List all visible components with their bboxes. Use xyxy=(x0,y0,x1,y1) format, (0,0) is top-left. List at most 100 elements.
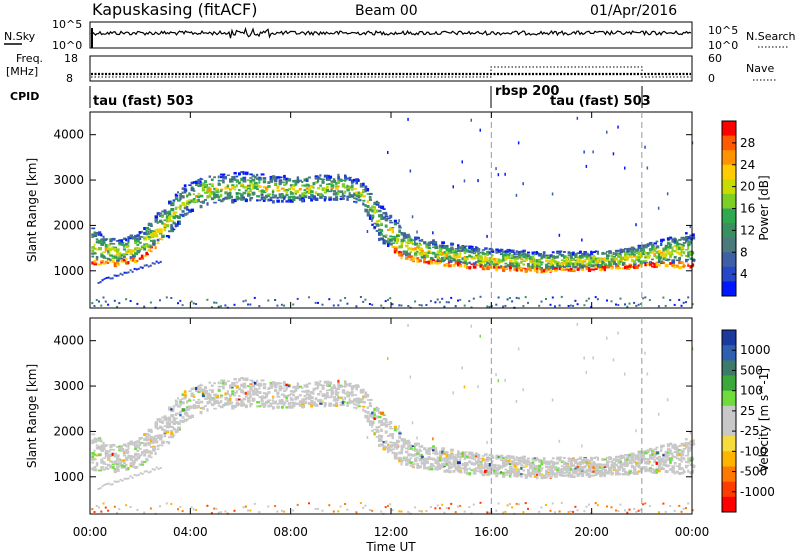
power-cell xyxy=(308,195,312,200)
velocity-cell xyxy=(258,405,262,408)
velocity-cell xyxy=(479,462,483,465)
power-cell xyxy=(109,258,112,261)
power-cell xyxy=(678,260,681,263)
power-cell xyxy=(244,171,249,175)
power-cell xyxy=(472,256,476,260)
power-cell xyxy=(610,254,613,258)
velocity-cell xyxy=(129,456,133,459)
velocity-cell xyxy=(560,501,563,504)
velocity-cell xyxy=(384,440,388,443)
velocity-cell xyxy=(100,510,103,513)
velocity-cell xyxy=(549,475,553,479)
velocity-cell xyxy=(477,460,482,463)
velocity-cell xyxy=(425,458,430,461)
velocity-cell xyxy=(596,504,599,507)
velocity-cell xyxy=(355,403,358,406)
power-cell xyxy=(100,254,104,257)
power-cell xyxy=(111,243,116,245)
velocity-cell xyxy=(314,397,318,401)
power-cell xyxy=(414,253,418,257)
power-cell xyxy=(558,262,562,266)
power-cell xyxy=(603,267,606,272)
velocity-cell xyxy=(468,472,472,476)
power-cell xyxy=(513,265,517,268)
velocity-cell xyxy=(278,388,282,392)
velocity-cell xyxy=(680,456,683,460)
velocity-cell xyxy=(283,394,286,398)
velocity-cell xyxy=(452,391,454,395)
power-cell xyxy=(109,247,113,252)
power-cell xyxy=(129,235,132,238)
velocity-cell xyxy=(603,471,607,475)
velocity-cell xyxy=(567,468,570,471)
power-cell xyxy=(554,262,558,265)
power-cell xyxy=(574,261,579,264)
power-cell xyxy=(463,248,468,252)
velocity-cell xyxy=(276,405,280,409)
power-cell xyxy=(567,263,572,266)
velocity-cell xyxy=(565,466,569,469)
power-cell xyxy=(454,250,458,254)
velocity-cell xyxy=(558,456,563,459)
power-cell xyxy=(362,199,366,202)
velocity-cell xyxy=(414,446,416,450)
power-cell xyxy=(251,184,256,187)
power-cell xyxy=(256,184,259,186)
power-cell xyxy=(362,202,365,206)
power-cell xyxy=(138,235,142,238)
velocity-cell xyxy=(271,381,276,385)
velocity-cell xyxy=(450,466,453,469)
power-cell xyxy=(671,264,675,268)
power-cell xyxy=(617,253,620,257)
velocity-cell xyxy=(308,398,312,400)
power-cell xyxy=(174,215,179,218)
velocity-cell xyxy=(583,460,587,463)
power-cell xyxy=(540,300,543,303)
power-cell xyxy=(416,250,419,253)
power-cell xyxy=(635,255,640,259)
power-cell xyxy=(475,264,478,266)
power-cell xyxy=(303,178,307,182)
velocity-cell xyxy=(443,462,447,466)
power-cell xyxy=(619,253,622,256)
velocity-cell xyxy=(249,379,253,382)
power-cell xyxy=(551,251,555,254)
power-cell xyxy=(170,202,174,205)
power-cell xyxy=(224,186,227,190)
velocity-cell xyxy=(382,422,386,426)
power-cell xyxy=(466,262,469,266)
velocity-cell xyxy=(567,465,571,470)
velocity-cell xyxy=(247,385,250,388)
velocity-cell xyxy=(116,458,119,462)
power-cell xyxy=(188,201,192,204)
velocity-cell xyxy=(326,394,330,399)
velocity-cell xyxy=(581,459,585,463)
velocity-cell xyxy=(626,454,630,457)
velocity-cell xyxy=(576,474,580,477)
power-cell xyxy=(201,182,206,186)
power-cell xyxy=(183,187,187,191)
velocity-cell xyxy=(615,463,618,467)
velocity-cell xyxy=(337,384,340,387)
velocity-cell xyxy=(488,457,492,461)
power-cell xyxy=(506,298,509,301)
power-cell xyxy=(341,183,346,185)
velocity-cell xyxy=(143,511,146,514)
velocity-cell xyxy=(382,447,387,451)
velocity-cell xyxy=(113,460,118,463)
velocity-cell xyxy=(601,466,605,470)
power-cell xyxy=(93,305,96,307)
velocity-cell xyxy=(502,464,506,468)
power-cell xyxy=(642,261,646,264)
velocity-cell xyxy=(432,437,434,441)
velocity-cell xyxy=(91,439,95,442)
velocity-cell xyxy=(149,430,153,434)
velocity-cell xyxy=(93,440,98,444)
velocity-cell xyxy=(127,450,130,454)
power-cell xyxy=(283,178,287,181)
velocity-cell xyxy=(156,444,160,448)
power-cell xyxy=(233,172,237,175)
velocity-cell xyxy=(405,447,409,450)
power-cell xyxy=(504,265,508,268)
velocity-cell xyxy=(174,412,178,417)
